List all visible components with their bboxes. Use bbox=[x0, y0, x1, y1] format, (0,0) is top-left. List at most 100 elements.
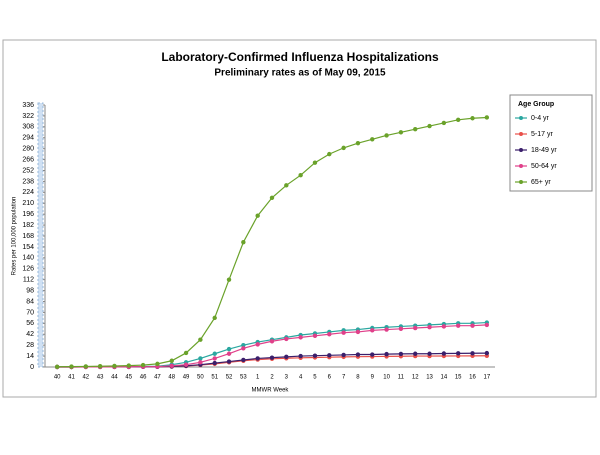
legend-marker bbox=[519, 116, 523, 120]
y-tick-label: 112 bbox=[23, 277, 34, 284]
data-point bbox=[413, 126, 418, 132]
data-point bbox=[470, 351, 475, 356]
y-tick-label: 336 bbox=[22, 102, 34, 109]
data-point bbox=[341, 145, 346, 151]
y-tick-label: 182 bbox=[22, 222, 34, 229]
data-point bbox=[384, 351, 389, 357]
legend-label: 5-17 yr bbox=[531, 131, 553, 138]
x-tick-label: 45 bbox=[125, 375, 132, 381]
y-tick-label: 266 bbox=[22, 156, 34, 163]
data-point bbox=[212, 351, 217, 356]
data-point bbox=[312, 353, 318, 358]
x-tick-label: 6 bbox=[328, 375, 332, 381]
data-point bbox=[398, 130, 404, 135]
x-axis-title: MMWR Week bbox=[252, 388, 290, 394]
x-tick-label: 1 bbox=[256, 375, 260, 381]
x-tick-label: 48 bbox=[168, 375, 175, 381]
data-point bbox=[484, 322, 490, 328]
data-point bbox=[441, 324, 447, 329]
data-point bbox=[140, 362, 146, 368]
data-point bbox=[327, 332, 332, 337]
data-point bbox=[241, 346, 246, 351]
data-point bbox=[212, 360, 217, 366]
legend-marker bbox=[519, 148, 523, 152]
data-point bbox=[269, 355, 275, 360]
data-point bbox=[241, 342, 246, 348]
data-point bbox=[284, 336, 289, 342]
x-tick-label: 7 bbox=[342, 375, 346, 381]
data-point bbox=[284, 183, 289, 188]
data-point bbox=[241, 357, 246, 363]
data-point bbox=[198, 356, 203, 361]
data-point bbox=[327, 151, 332, 157]
data-point bbox=[455, 117, 461, 123]
data-point bbox=[169, 358, 174, 363]
y-tick-label: 14 bbox=[26, 353, 34, 360]
y-tick-label: 168 bbox=[22, 233, 34, 240]
data-point bbox=[470, 116, 475, 121]
data-point bbox=[484, 115, 490, 120]
chart-title: Laboratory-Confirmed Influenza Hospitali… bbox=[161, 50, 439, 64]
legend-label: 50-64 yr bbox=[531, 163, 557, 170]
data-point bbox=[226, 346, 232, 352]
x-tick-label: 10 bbox=[383, 375, 390, 381]
legend-marker bbox=[519, 180, 523, 184]
y-tick-label: 126 bbox=[22, 266, 34, 273]
x-tick-label: 43 bbox=[97, 375, 104, 381]
data-point bbox=[298, 353, 303, 359]
data-point bbox=[183, 362, 189, 367]
x-tick-label: 13 bbox=[426, 375, 433, 381]
y-tick-label: 98 bbox=[26, 287, 34, 294]
data-point bbox=[226, 359, 232, 364]
data-point bbox=[355, 141, 361, 146]
data-point bbox=[212, 315, 217, 321]
x-tick-label: 47 bbox=[154, 375, 161, 381]
data-point bbox=[97, 364, 103, 369]
data-point bbox=[455, 351, 461, 356]
x-tick-label: 42 bbox=[82, 375, 89, 381]
data-point bbox=[370, 137, 375, 142]
data-point bbox=[470, 323, 475, 328]
chart-subtitle: Preliminary rates as of May 09, 2015 bbox=[214, 68, 386, 79]
x-tick-label: 16 bbox=[469, 375, 476, 381]
legend-box bbox=[509, 94, 593, 192]
data-point bbox=[341, 352, 346, 358]
y-tick-label: 70 bbox=[26, 309, 34, 316]
legend-title: Age Group bbox=[518, 101, 554, 108]
x-tick-label: 4 bbox=[299, 375, 303, 381]
x-tick-label: 12 bbox=[412, 375, 419, 381]
x-tick-label: 2 bbox=[270, 375, 274, 381]
data-point bbox=[312, 160, 318, 165]
data-point bbox=[255, 213, 260, 218]
data-point bbox=[413, 325, 418, 331]
data-point bbox=[441, 351, 447, 356]
data-point bbox=[427, 351, 432, 356]
data-point bbox=[298, 335, 303, 340]
legend-label: 0-4 yr bbox=[531, 115, 550, 122]
legend-label: 18-49 yr bbox=[531, 147, 557, 154]
data-point bbox=[284, 354, 289, 360]
y-axis-title: Rates per 100,000 population bbox=[12, 197, 18, 276]
x-tick-label: 17 bbox=[483, 375, 490, 381]
data-point bbox=[441, 120, 447, 126]
x-tick-label: 52 bbox=[226, 375, 233, 381]
data-point bbox=[54, 364, 60, 369]
data-point bbox=[255, 342, 260, 347]
x-tick-label: 50 bbox=[197, 375, 204, 381]
data-point bbox=[427, 325, 432, 330]
y-tick-label: 224 bbox=[22, 189, 34, 196]
x-tick-label: 5 bbox=[313, 375, 317, 381]
chart-frame bbox=[2, 39, 597, 398]
data-point bbox=[355, 329, 361, 335]
x-tick-label: 9 bbox=[371, 375, 375, 381]
y-tick-label: 196 bbox=[22, 211, 34, 218]
data-point bbox=[341, 330, 346, 335]
data-point bbox=[455, 323, 461, 328]
y-tick-label: 210 bbox=[22, 200, 34, 207]
y-tick-label: 280 bbox=[22, 146, 34, 153]
x-tick-label: 51 bbox=[211, 375, 218, 381]
data-point bbox=[126, 363, 131, 368]
data-point bbox=[398, 351, 404, 357]
data-point bbox=[155, 361, 160, 367]
